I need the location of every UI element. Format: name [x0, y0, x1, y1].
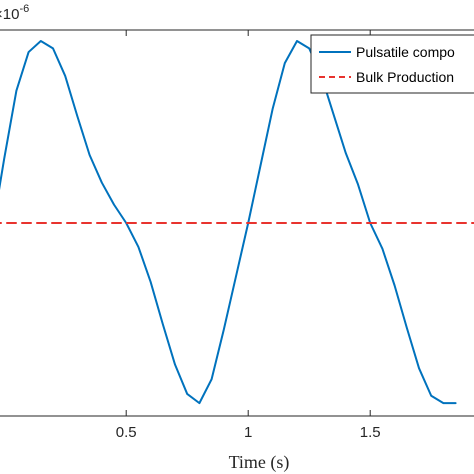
legend: Pulsatile compo Bulk Production [310, 34, 474, 94]
x-tick-label: 1 [244, 424, 252, 441]
y-exponent-base: 10 [3, 6, 20, 23]
legend-box [310, 34, 474, 94]
axes-frame [0, 29, 474, 417]
legend-label-bulk: Bulk Production [356, 69, 454, 85]
y-exponent-power: -6 [19, 3, 29, 15]
series-line-pulsatile [0, 40, 457, 405]
y-exponent-prefix: × [0, 6, 3, 23]
x-tick-label: 1.5 [360, 424, 381, 441]
legend-label-pulsatile: Pulsatile compo [356, 44, 455, 60]
x-axis-title: Time (s) [229, 452, 290, 473]
plot-area: 0.5 1 1.5 [0, 29, 474, 441]
y-exponent-label: ×10-6 [0, 3, 29, 23]
x-tick-label: 0.5 [116, 424, 137, 441]
